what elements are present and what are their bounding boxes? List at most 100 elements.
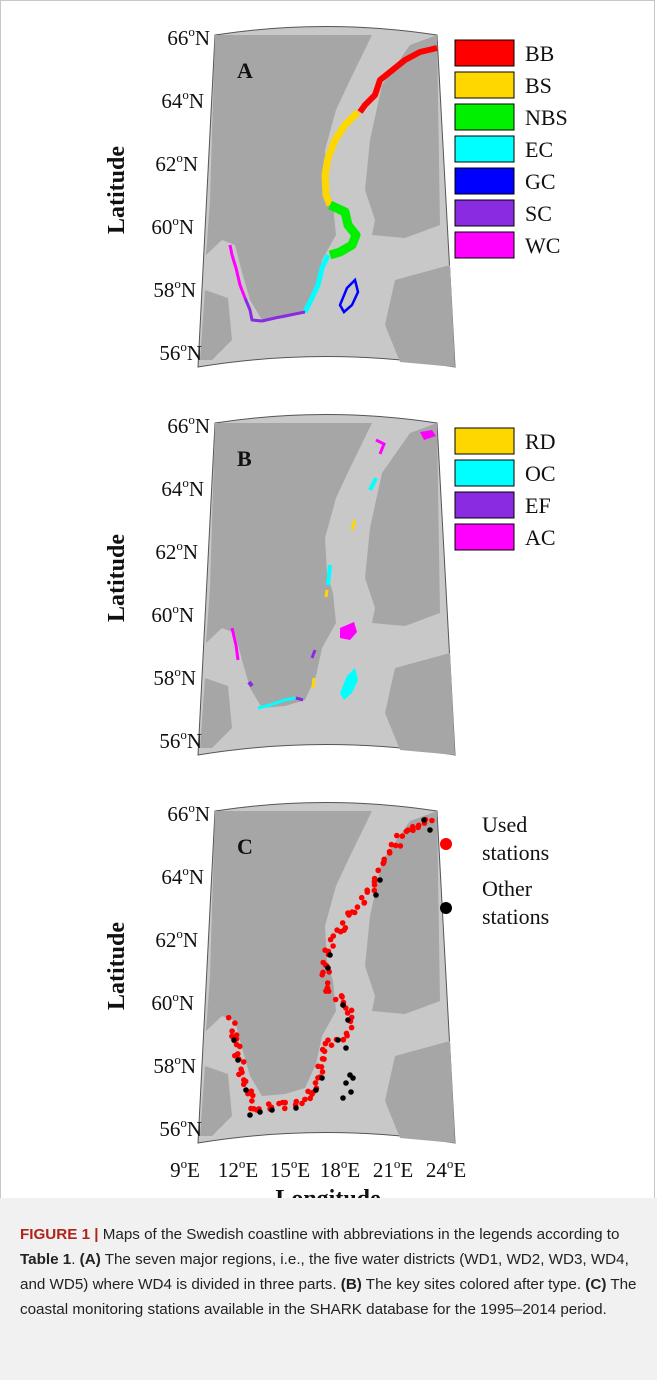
land-denmark-c: [200, 1066, 232, 1136]
lat-tick-label: 58oN: [153, 276, 196, 302]
other-station-marker: [340, 1002, 346, 1008]
legend-label-wc: WC: [525, 233, 560, 258]
legend-label: Other: [482, 876, 533, 901]
used-station-marker: [330, 943, 336, 949]
used-station-marker: [397, 843, 404, 849]
other-station-marker: [235, 1057, 241, 1063]
legend-swatch-sc: [454, 199, 515, 227]
legend-swatch-wc: [454, 231, 515, 259]
lat-tick-label: 58oN: [153, 1052, 196, 1078]
site-rd-2: [324, 589, 329, 598]
used-station-marker: [380, 860, 387, 867]
used-station-marker: [340, 1037, 347, 1043]
caption-background: [0, 1198, 657, 1380]
site-oc-north: [368, 477, 378, 491]
other-station-marker: [348, 1089, 354, 1095]
legend-label: stations: [482, 904, 549, 929]
x-axis-label: Longitude: [275, 1186, 381, 1198]
used-station-marker: [225, 1014, 232, 1021]
used-station-marker: [324, 980, 331, 986]
figure-maps: A 66oN 64oN 62oN 60oN 58oN 56oN Latitude BB BS NBS…: [104, 24, 568, 1198]
used-station-marker: [321, 1048, 328, 1055]
other-station-marker: [340, 1095, 346, 1101]
caption-a-text: The seven major regions, i.e., the five …: [20, 1251, 629, 1293]
lat-tick-label: 56oN: [159, 1115, 202, 1141]
caption-b-text: The key sites colored after type.: [361, 1276, 586, 1293]
other-station-marker: [257, 1109, 263, 1115]
used-station-marker: [299, 1100, 305, 1107]
used-station-marker: [358, 894, 365, 901]
lat-tick-label: 64oN: [161, 87, 204, 113]
legend-label-ec: EC: [525, 137, 553, 162]
used-station-marker: [403, 828, 410, 835]
site-rd-1: [350, 519, 357, 531]
used-station-marker: [399, 833, 406, 839]
y-axis-label: Latitude: [104, 922, 130, 1010]
used-station-marker: [312, 1080, 319, 1086]
used-station-marker: [282, 1105, 288, 1112]
legend-label-gc: GC: [525, 169, 556, 194]
used-station-marker: [375, 867, 382, 874]
site-oc-gotland: [340, 668, 358, 700]
other-station-marker: [345, 1017, 351, 1023]
site-ac-stockholm: [340, 622, 357, 640]
other-station-marker: [373, 892, 379, 898]
lon-tick-label: 21oE: [373, 1156, 413, 1182]
used-station-marker: [415, 822, 422, 829]
used-station-marker: [305, 1088, 311, 1095]
used-station-marker: [344, 1010, 351, 1016]
used-station-marker: [346, 912, 352, 918]
legend-label-sc: SC: [525, 201, 552, 226]
coast-segment-bb: [357, 45, 438, 114]
other-station-marker: [335, 1037, 341, 1043]
y-axis-label: Latitude: [104, 146, 130, 234]
caption-intro: Maps of the Swedish coastline with abbre…: [98, 1226, 620, 1243]
used-station-marker: [319, 1069, 326, 1075]
other-station-marker: [293, 1105, 299, 1111]
panel-letter: C: [237, 834, 253, 859]
used-station-marker: [334, 927, 340, 933]
lat-tick-label: 64oN: [161, 475, 204, 501]
legend-swatch-bs: [454, 71, 515, 99]
legend-swatch-oc: [454, 459, 515, 487]
site-rd-3: [311, 677, 316, 689]
other-station-marker: [427, 827, 433, 833]
used-station-marker: [229, 1028, 235, 1034]
used-station-marker: [332, 996, 339, 1003]
land-scandinavia-c: [206, 811, 372, 1096]
legend-marker-used: [440, 838, 452, 850]
legend: RD OC EF AC: [454, 427, 556, 551]
used-station-marker: [265, 1101, 272, 1107]
lon-tick-label: 15oE: [270, 1156, 310, 1182]
site-ac-northwest: [375, 438, 386, 455]
caption-c-text: The coastal monitoring stations availabl…: [20, 1276, 637, 1318]
legend-label: stations: [482, 840, 549, 865]
legend: Used stations Other stations: [440, 812, 549, 929]
other-station-marker: [421, 817, 427, 823]
used-station-marker: [232, 1052, 238, 1059]
other-station-marker: [343, 1080, 349, 1086]
used-station-marker: [386, 850, 393, 856]
map-annotations: A 66oN 64oN 62oN 60oN 58oN 56oN Latitude BB BS NBS…: [104, 24, 568, 1198]
used-station-marker: [319, 1056, 326, 1062]
land-baltic-states-c: [385, 1041, 455, 1143]
used-station-marker: [248, 1105, 254, 1112]
site-oc-mid: [326, 564, 332, 586]
lat-tick-label: 62oN: [155, 150, 198, 176]
lat-tick-label: 60oN: [151, 213, 194, 239]
lon-tick-label: 9oE: [170, 1156, 200, 1182]
y-axis-label: Latitude: [104, 534, 130, 622]
used-station-marker: [348, 1007, 355, 1014]
lat-tick-label: 66oN: [167, 24, 210, 50]
legend-label-bb: BB: [525, 41, 554, 66]
panel-letter: B: [237, 446, 252, 471]
lat-tick-label: 64oN: [161, 863, 204, 889]
used-station-marker: [241, 1077, 247, 1083]
other-station-marker: [325, 965, 331, 971]
caption-a-label: (A): [79, 1251, 101, 1268]
used-station-marker: [233, 1041, 240, 1048]
legend-label-rd: RD: [525, 429, 556, 454]
lat-tick-label: 58oN: [153, 664, 196, 690]
coast-segment-wc: [228, 244, 247, 299]
figure-caption: FIGURE 1 | Maps of the Swedish coastline…: [20, 1222, 640, 1322]
